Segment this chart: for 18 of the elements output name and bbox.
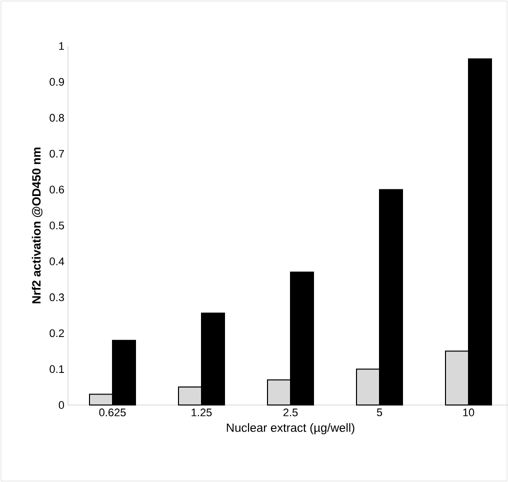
x-tick-label: 10 xyxy=(463,408,474,416)
y-tick-label: 0.6 xyxy=(50,186,64,194)
y-tick-label: 0.8 xyxy=(50,114,64,122)
y-tick-label: 0.5 xyxy=(50,222,64,230)
x-tick-label: 0.625 xyxy=(99,408,126,416)
y-tick-label: 0.4 xyxy=(50,258,64,266)
y-tick-label: 0.1 xyxy=(50,365,64,373)
y-tick-label: 0.7 xyxy=(50,150,64,158)
x-tick-label: 5 xyxy=(376,408,382,416)
y-tick-label: 0 xyxy=(58,401,64,409)
y-axis-title: Nrf2 activation @OD450 nm xyxy=(32,148,42,304)
x-axis-title: Nuclear extract (µg/well) xyxy=(226,423,354,434)
x-tick-label: 1.25 xyxy=(192,408,212,416)
y-tick-label: 0.9 xyxy=(50,78,64,86)
y-tick-label: 0.3 xyxy=(50,293,64,302)
y-tick-label: 0.2 xyxy=(50,329,64,338)
y-tick-label: 1 xyxy=(59,42,64,50)
x-tick-label: 2.5 xyxy=(283,408,298,416)
